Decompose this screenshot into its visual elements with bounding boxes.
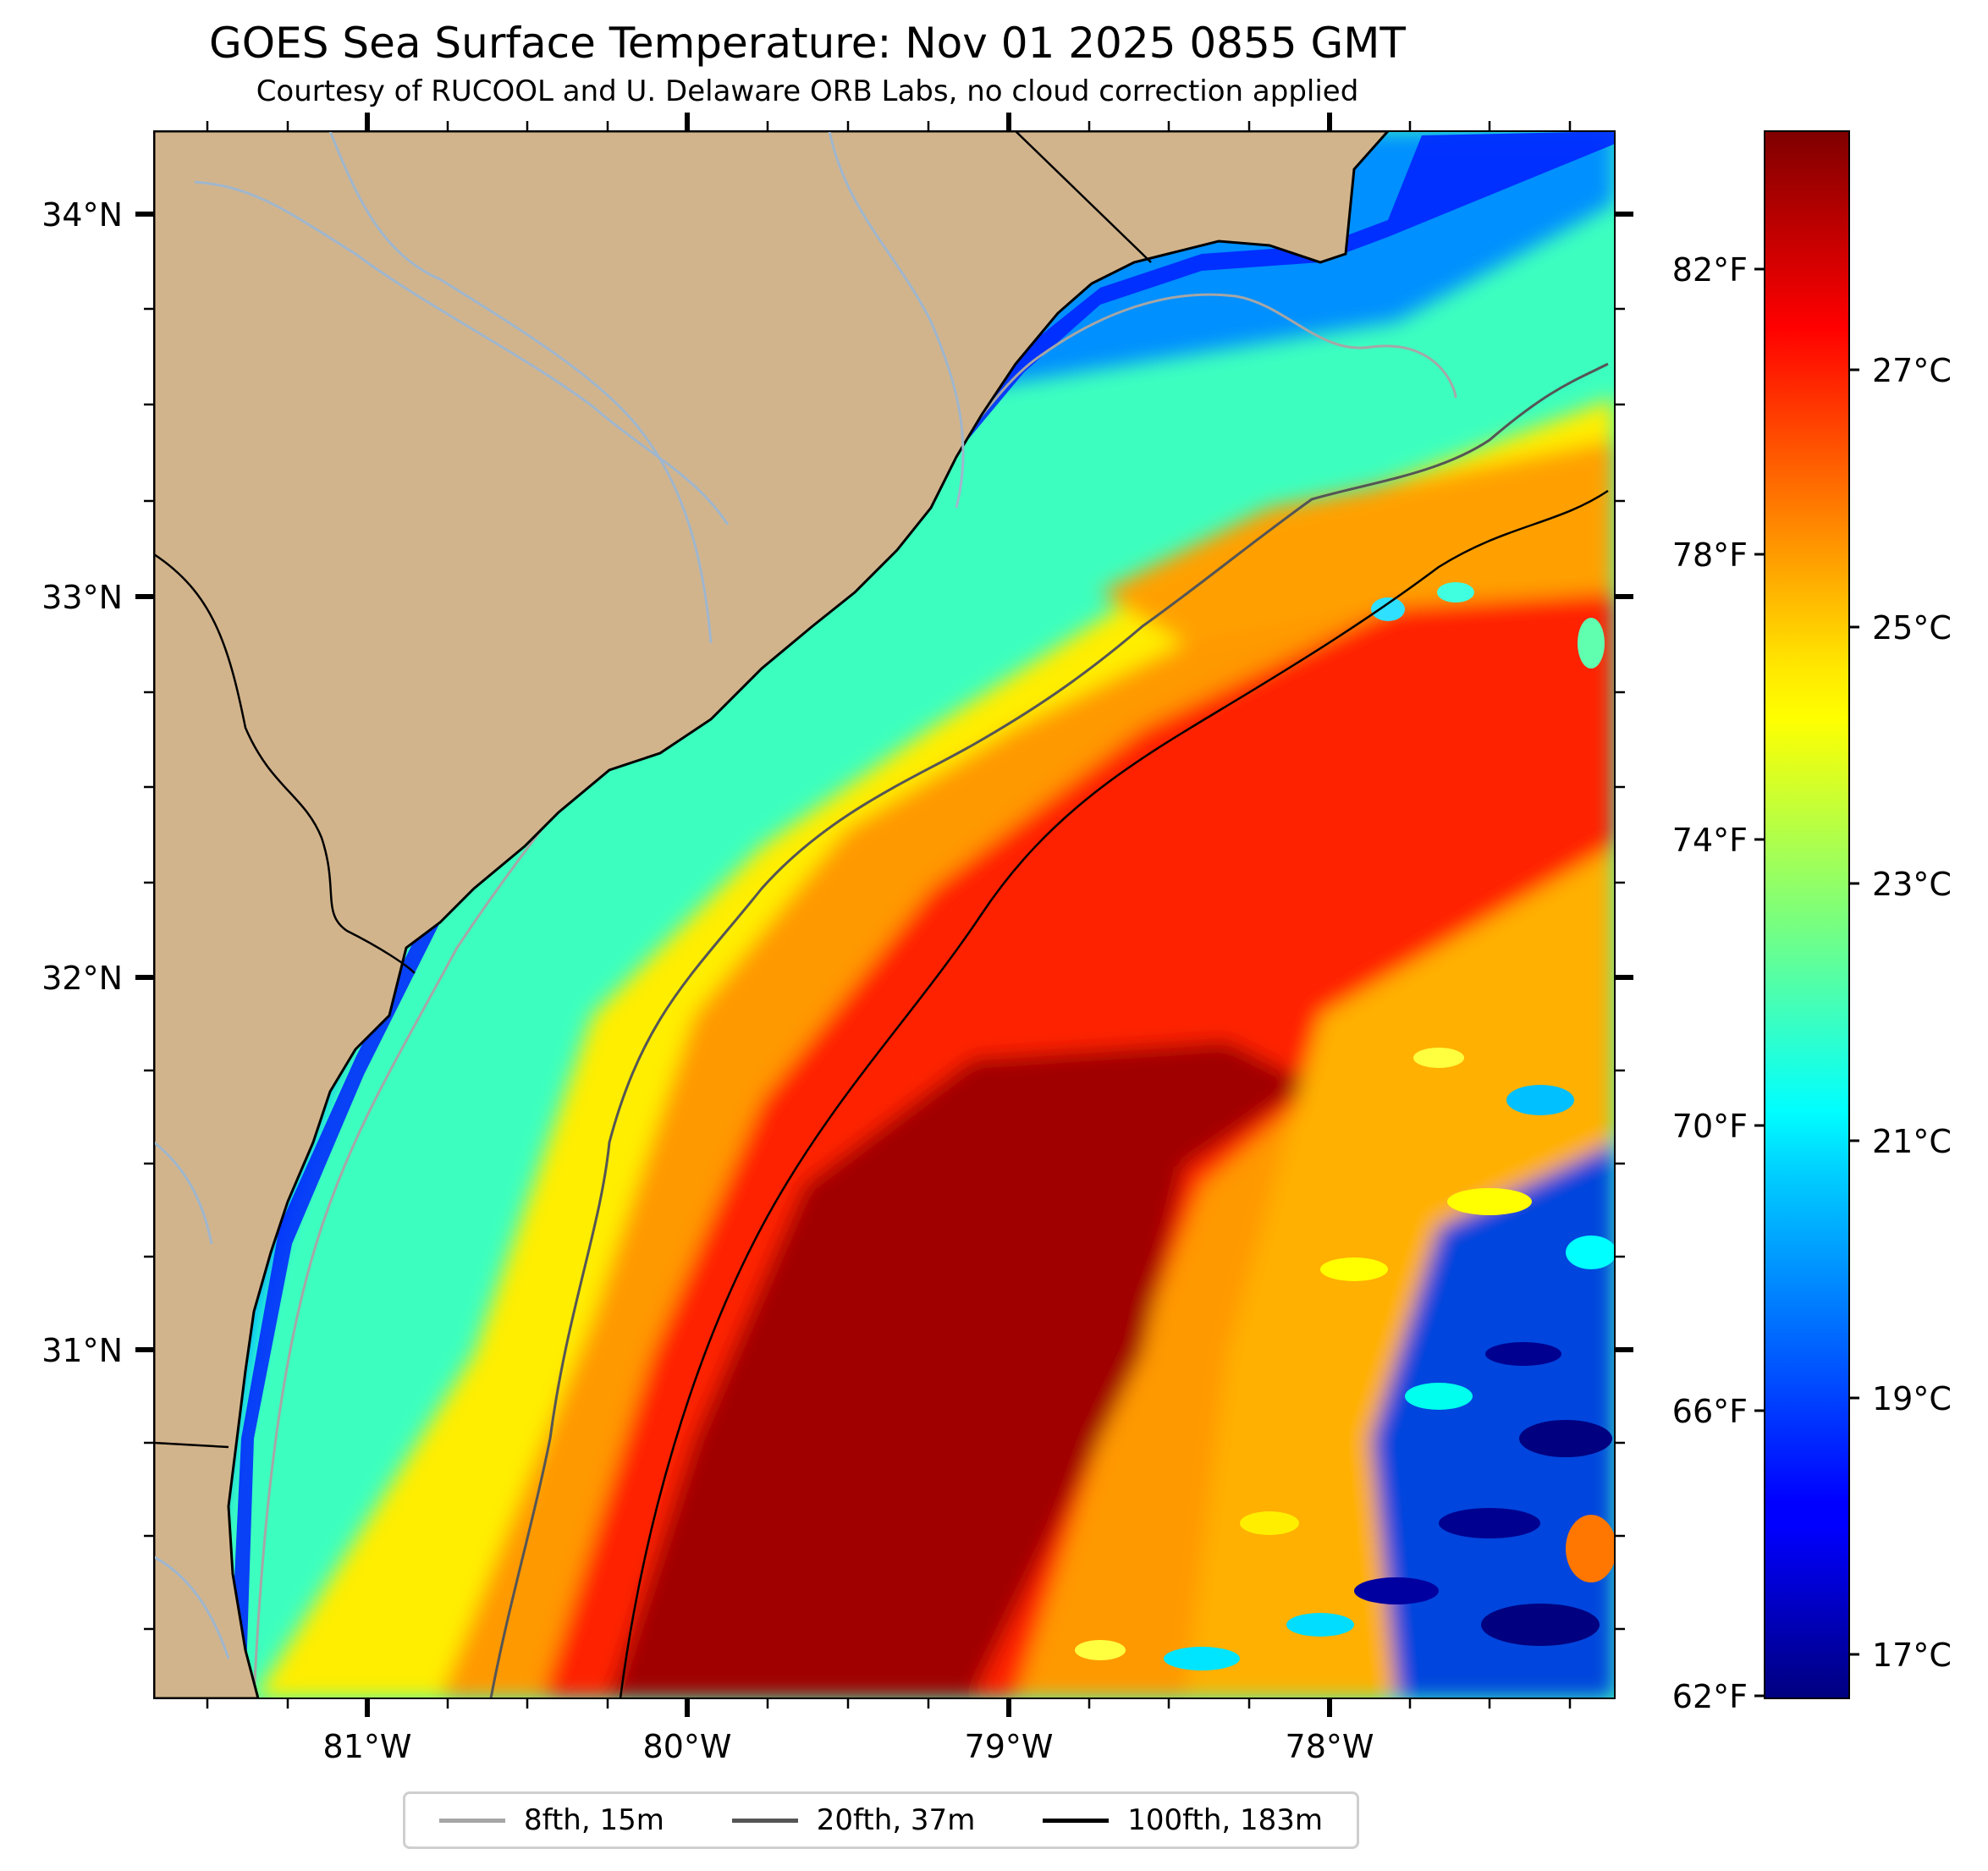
c-label-17: 17°C xyxy=(1872,1637,1952,1674)
f-label-70: 70°F xyxy=(1672,1108,1748,1145)
legend-label-100fth: 100fth, 183m xyxy=(1127,1803,1324,1837)
ne-eddy-speckles xyxy=(1075,582,1615,1670)
c-label-25: 25°C xyxy=(1872,609,1952,647)
state-border xyxy=(154,553,416,974)
legend-label-8fth: 8fth, 15m xyxy=(523,1803,664,1837)
lon-label-81: 81°W xyxy=(323,1728,412,1765)
lat-minor-ticks xyxy=(144,307,1625,1631)
map-frame xyxy=(153,130,1616,1699)
lon-label-78: 78°W xyxy=(1286,1728,1374,1765)
fahrenheit-ticks xyxy=(1754,267,1765,1698)
legend-item-8fth: 8fth, 15m xyxy=(438,1803,664,1837)
contour-100fth xyxy=(619,489,1609,1698)
depth-contour-legend: 8fth, 15m 20fth, 37m 100fth, 183m xyxy=(403,1791,1359,1849)
contour-20fth xyxy=(489,362,1609,1698)
c-label-21: 21°C xyxy=(1872,1123,1952,1160)
legend-label-20fth: 20fth, 37m xyxy=(816,1803,976,1837)
lat-label-31: 31°N xyxy=(41,1332,123,1369)
c-label-27: 27°C xyxy=(1872,352,1952,389)
c-label-19: 19°C xyxy=(1872,1380,1952,1417)
legend-line-20fth xyxy=(731,1818,798,1823)
state-border-north xyxy=(1015,131,1152,263)
celsius-ticks xyxy=(1849,368,1859,1656)
f-label-62: 62°F xyxy=(1672,1678,1748,1715)
colorbar xyxy=(1764,130,1850,1699)
legend-line-8fth xyxy=(438,1818,505,1823)
f-label-74: 74°F xyxy=(1672,822,1748,859)
legend-line-100fth xyxy=(1043,1818,1110,1823)
map-title: GOES Sea Surface Temperature: Nov 01 202… xyxy=(209,19,1406,68)
lat-label-33: 33°N xyxy=(41,579,123,616)
lon-minor-ticks xyxy=(206,121,1572,1709)
c-label-23: 23°C xyxy=(1872,866,1952,903)
legend-item-20fth: 20fth, 37m xyxy=(731,1803,976,1837)
lon-label-79: 79°W xyxy=(965,1728,1054,1765)
lat-label-32: 32°N xyxy=(41,960,123,997)
lat-major-ticks xyxy=(135,212,1633,1352)
state-border-south xyxy=(154,1441,229,1449)
rivers xyxy=(154,131,965,1659)
lat-label-34: 34°N xyxy=(41,196,123,234)
lon-major-ticks xyxy=(365,113,1332,1717)
sst-raster xyxy=(154,131,1615,1698)
land-mass xyxy=(154,131,1390,1698)
map-subtitle: Courtesy of RUCOOL and U. Delaware ORB L… xyxy=(256,74,1359,108)
f-label-82: 82°F xyxy=(1672,251,1748,289)
f-label-66: 66°F xyxy=(1672,1393,1748,1430)
lon-label-80: 80°W xyxy=(643,1728,732,1765)
f-label-78: 78°F xyxy=(1672,537,1748,574)
legend-item-100fth: 100fth, 183m xyxy=(1043,1803,1323,1837)
